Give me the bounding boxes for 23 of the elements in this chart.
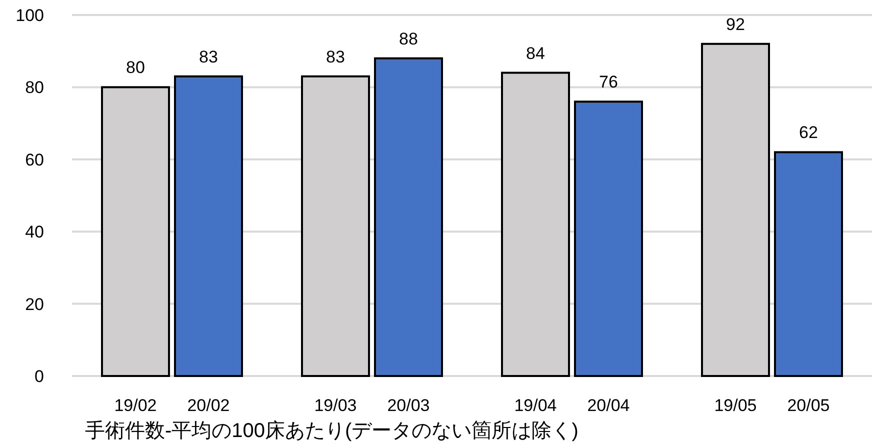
y-tick-label: 20 [25,294,44,314]
x-tick-label: 20/05 [787,396,830,415]
x-tick-label: 20/03 [387,396,430,415]
x-tick-label: 20/02 [187,396,230,415]
x-tick-label: 20/04 [587,396,630,415]
x-axis-title: 手術件数-平均の100床あたり(データのない箇所は除く) [85,420,578,442]
x-tick-label: 19/03 [314,396,357,415]
x-tick-label: 19/02 [114,396,157,415]
data-label: 80 [126,58,145,78]
data-label: 83 [199,47,218,66]
y-tick-label: 0 [34,367,44,386]
data-label: 83 [326,47,345,66]
data-label: 88 [399,29,418,48]
y-tick-label: 100 [16,6,44,25]
data-label: 62 [799,123,818,142]
x-tick-label: 19/05 [714,396,757,415]
y-tick-label: 60 [25,150,44,170]
data-label: 84 [526,44,545,63]
x-tick-label: 19/04 [514,396,557,415]
y-tick-label: 40 [25,222,44,242]
data-label: 76 [599,72,618,92]
data-label: 92 [726,14,745,34]
y-tick-label: 80 [25,78,44,98]
